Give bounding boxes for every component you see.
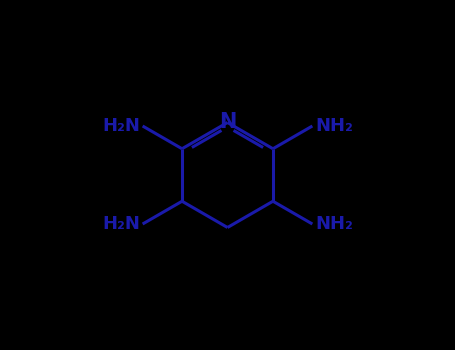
Text: NH₂: NH₂ [315,215,353,233]
Text: H₂N: H₂N [102,215,140,233]
Text: NH₂: NH₂ [315,117,353,135]
Text: H₂N: H₂N [102,117,140,135]
Text: N: N [219,112,236,133]
